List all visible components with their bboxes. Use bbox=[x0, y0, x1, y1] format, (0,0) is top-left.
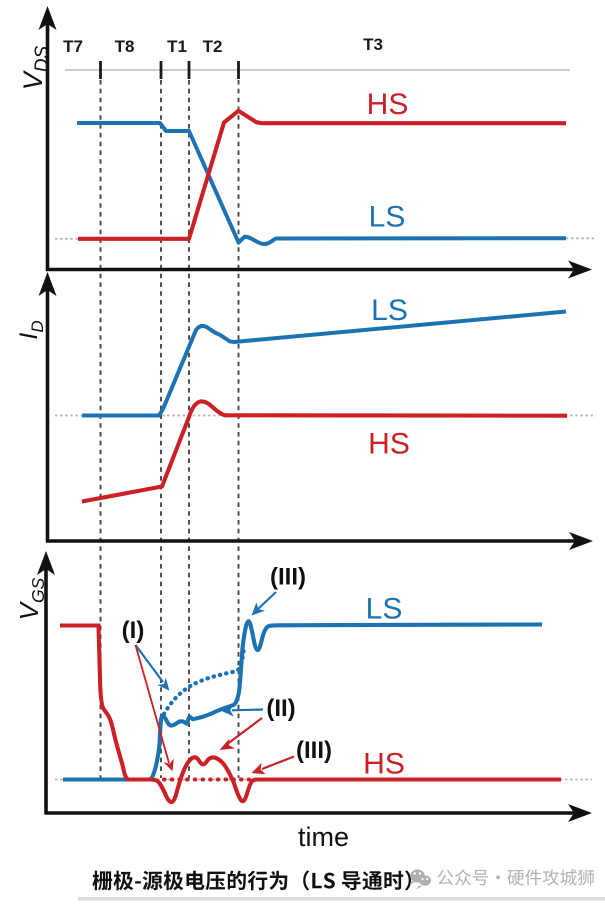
svg-text:T3: T3 bbox=[363, 35, 383, 54]
svg-text:(III): (III) bbox=[270, 564, 306, 591]
svg-text:T1: T1 bbox=[167, 37, 187, 56]
svg-text:(II): (II) bbox=[266, 695, 295, 722]
svg-text:LS: LS bbox=[366, 593, 403, 626]
svg-text:HS: HS bbox=[368, 428, 410, 461]
svg-text:(III): (III) bbox=[296, 737, 332, 764]
svg-text:T8: T8 bbox=[115, 37, 135, 56]
svg-text:LS: LS bbox=[369, 201, 406, 234]
svg-text:(I): (I) bbox=[122, 617, 145, 644]
svg-text:HS: HS bbox=[367, 88, 409, 121]
svg-text:T7: T7 bbox=[63, 37, 83, 56]
svg-text:HS: HS bbox=[363, 748, 405, 781]
svg-text:T2: T2 bbox=[203, 37, 223, 56]
svg-text:LS: LS bbox=[371, 294, 408, 327]
svg-text:time: time bbox=[298, 822, 349, 852]
